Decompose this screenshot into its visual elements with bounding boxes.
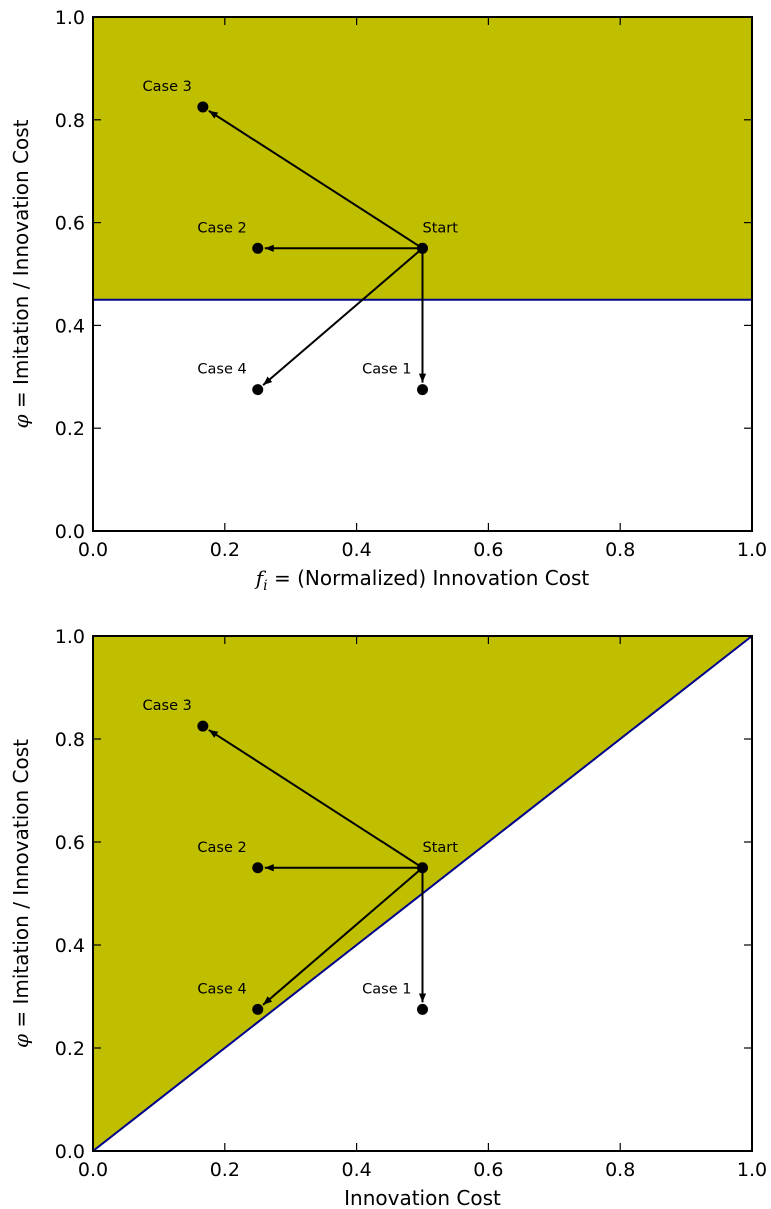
y-axis-title: φ = Imitation / Innovation Cost xyxy=(9,119,33,428)
x-tick-label: 1.0 xyxy=(737,1159,767,1181)
chart-panel-2: Start Case 1 Case 2 Case 3 Case 4 0.0 0.2 0.4 0.… xyxy=(9,626,767,1209)
y-tick-label: 0.6 xyxy=(55,832,85,854)
x-tick-label: 0.4 xyxy=(341,539,371,561)
point-case-4 xyxy=(252,384,264,396)
point-label-case-4: Case 4 xyxy=(197,362,246,378)
y-tick-label: 0.0 xyxy=(55,1141,85,1163)
point-case-4 xyxy=(252,1003,264,1015)
x-axis-title: Innovation Cost xyxy=(344,1186,501,1209)
point-start xyxy=(417,242,428,254)
point-label-start: Start xyxy=(423,840,459,856)
y-tick-label: 0.2 xyxy=(55,1038,85,1060)
y-tick-label: 0.8 xyxy=(55,729,85,751)
x-tick-label: 0.0 xyxy=(78,539,108,561)
x-tick-label: 0.4 xyxy=(341,1159,371,1181)
plot-frame xyxy=(92,16,753,532)
arrow-case-4 xyxy=(262,247,424,386)
y-axis-text: = Imitation / Innovation Cost xyxy=(9,739,33,1034)
x-tick-label: 0.8 xyxy=(605,1159,635,1181)
x-tick-label: 0.8 xyxy=(605,539,635,561)
arrow-case-3 xyxy=(208,729,424,869)
point-label-case-2: Case 2 xyxy=(197,220,246,236)
point-label-case-1: Case 1 xyxy=(362,362,411,378)
x-tick-label: 0.6 xyxy=(473,1159,503,1181)
point-label-case-4: Case 4 xyxy=(197,981,246,997)
arrow-case-3 xyxy=(208,109,424,250)
y-tick-label: 0.8 xyxy=(55,110,85,132)
y-axis-title: φ = Imitation / Innovation Cost xyxy=(9,739,33,1048)
y-axis-text: = Imitation / Innovation Cost xyxy=(9,119,33,414)
point-label-start: Start xyxy=(423,220,459,236)
y-tick-label: 0.2 xyxy=(55,418,85,440)
arrow-case-4 xyxy=(262,866,424,1006)
x-tick-label: 0.6 xyxy=(473,539,503,561)
x-axis-text: Innovation Cost xyxy=(344,1186,501,1209)
point-case-2 xyxy=(252,242,264,254)
point-case-1 xyxy=(417,1003,428,1015)
x-tick-label: 1.0 xyxy=(737,539,767,561)
y-axis-symbol: φ xyxy=(9,414,33,428)
chart-panel-1: Start Case 1 Case 2 Case 3 Case 4 0.0 0.2 0.4 0.… xyxy=(9,7,767,594)
x-tick-label: 0.2 xyxy=(210,1159,240,1181)
x-tick-label: 0.2 xyxy=(210,539,240,561)
y-tick-label: 0.6 xyxy=(55,213,85,235)
y-tick-label: 0.4 xyxy=(55,315,85,337)
point-case-2 xyxy=(252,862,264,874)
point-label-case-3: Case 3 xyxy=(143,698,192,714)
x-tick-label: 0.0 xyxy=(78,1159,108,1181)
point-case-1 xyxy=(417,384,428,396)
point-start xyxy=(417,862,428,874)
x-axis-text: = (Normalized) Innovation Cost xyxy=(268,566,590,590)
point-label-case-2: Case 2 xyxy=(197,840,246,856)
y-tick-label: 0.0 xyxy=(55,521,85,543)
point-case-3 xyxy=(197,101,209,113)
y-axis-symbol: φ xyxy=(9,1034,33,1048)
point-case-3 xyxy=(197,720,209,732)
x-axis-subscript: i xyxy=(263,578,267,594)
y-tick-label: 0.4 xyxy=(55,935,85,957)
point-label-case-3: Case 3 xyxy=(143,79,192,95)
point-label-case-1: Case 1 xyxy=(362,981,411,997)
plot-frame xyxy=(92,635,753,1152)
y-tick-label: 1.0 xyxy=(55,7,85,29)
x-axis-title: fi = (Normalized) Innovation Cost xyxy=(254,566,590,594)
shaded-region xyxy=(93,17,752,300)
y-tick-label: 1.0 xyxy=(55,626,85,648)
